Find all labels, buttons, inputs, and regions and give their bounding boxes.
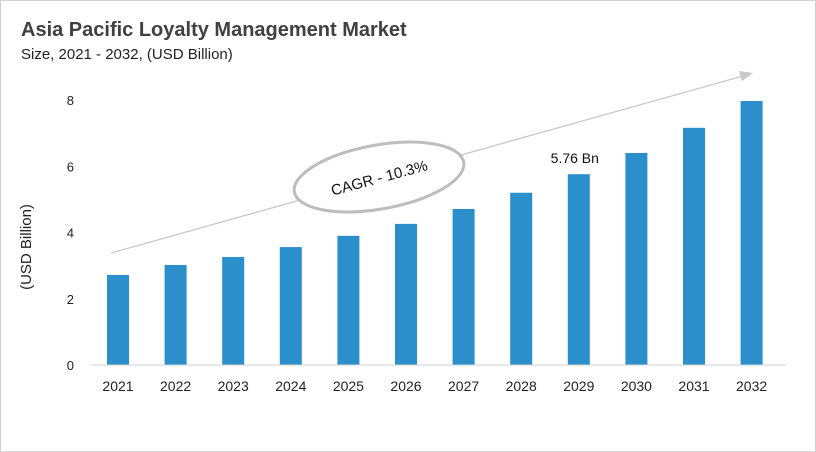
bar-2026	[395, 223, 417, 365]
bar-2024	[279, 247, 302, 365]
y-axis-label: (USD Billion)	[18, 204, 35, 290]
bar-2021	[107, 274, 129, 365]
bar-2032	[740, 100, 763, 366]
x-tick-label: 2023	[218, 378, 249, 394]
y-tick-label: 6	[67, 159, 74, 174]
y-tick-label: 4	[67, 226, 74, 241]
x-tick-label: 2029	[563, 378, 594, 394]
x-tick-label: 2021	[102, 378, 133, 394]
cagr-annotation: CAGR - 10.3%	[292, 140, 466, 214]
cagr-ellipse	[292, 140, 466, 214]
y-tick-label: 2	[67, 292, 74, 307]
chart-title: Asia Pacific Loyalty Management Market	[21, 19, 407, 41]
y-tick-label: 8	[67, 93, 74, 108]
data-label: 5.76 Bn	[551, 150, 599, 166]
x-tick-label: 2025	[333, 378, 364, 394]
x-tick-label: 2030	[621, 378, 652, 394]
x-tick-label: 2026	[390, 378, 421, 394]
x-tick-label: 2022	[160, 378, 191, 394]
chart-subtitle: Size, 2021 - 2032, (USD Billion)	[21, 46, 233, 63]
bar-2030	[625, 153, 648, 365]
x-tick-label: 2027	[448, 378, 479, 394]
x-tick-label: 2031	[678, 378, 709, 394]
bar-2027	[452, 208, 475, 365]
y-tick-label: 0	[67, 358, 74, 373]
bar-2022	[164, 264, 187, 365]
x-tick-label: 2024	[275, 378, 306, 394]
bar-2031	[683, 127, 705, 365]
bar-2025	[337, 235, 360, 365]
x-tick-label: 2032	[736, 378, 767, 394]
trend-arrow-head	[739, 71, 753, 81]
x-tick-label: 2028	[506, 378, 537, 394]
bar-2023	[222, 257, 245, 365]
bar-2029	[567, 174, 590, 365]
bar-2028	[510, 192, 533, 365]
